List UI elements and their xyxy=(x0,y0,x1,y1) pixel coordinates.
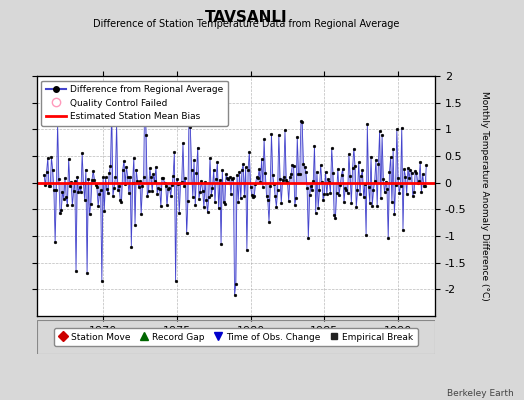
Text: Difference of Station Temperature Data from Regional Average: Difference of Station Temperature Data f… xyxy=(93,19,399,29)
Legend: Station Move, Record Gap, Time of Obs. Change, Empirical Break: Station Move, Record Gap, Time of Obs. C… xyxy=(54,328,418,346)
Text: TAVSANLI: TAVSANLI xyxy=(205,10,288,25)
Y-axis label: Monthly Temperature Anomaly Difference (°C): Monthly Temperature Anomaly Difference (… xyxy=(480,91,489,301)
Legend: Difference from Regional Average, Quality Control Failed, Estimated Station Mean: Difference from Regional Average, Qualit… xyxy=(41,80,228,126)
Text: Berkeley Earth: Berkeley Earth xyxy=(447,389,514,398)
